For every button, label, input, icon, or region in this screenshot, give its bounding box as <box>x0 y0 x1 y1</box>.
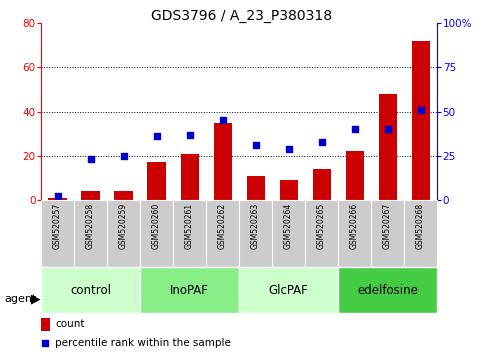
Point <box>153 133 160 139</box>
Bar <box>74 200 107 267</box>
Bar <box>147 162 166 200</box>
Bar <box>213 122 232 200</box>
Bar <box>239 267 338 313</box>
Bar <box>371 200 404 267</box>
Text: GSM520265: GSM520265 <box>317 203 326 249</box>
Text: GSM520258: GSM520258 <box>86 203 95 249</box>
Bar <box>41 200 74 267</box>
Bar <box>412 41 430 200</box>
Bar <box>140 200 173 267</box>
Text: edelfosine: edelfosine <box>357 284 418 297</box>
Bar <box>246 176 265 200</box>
Point <box>285 146 293 152</box>
Text: GSM520257: GSM520257 <box>53 203 62 249</box>
Point <box>185 132 193 137</box>
Point <box>351 126 358 132</box>
Text: GSM520267: GSM520267 <box>383 203 392 249</box>
Text: percentile rank within the sample: percentile rank within the sample <box>56 338 231 348</box>
Point <box>275 259 283 265</box>
Text: InoPAF: InoPAF <box>170 284 209 297</box>
Bar <box>379 94 397 200</box>
Bar <box>313 169 331 200</box>
Bar <box>338 200 371 267</box>
Bar <box>82 191 99 200</box>
Text: GSM520259: GSM520259 <box>119 203 128 249</box>
Point <box>120 153 128 159</box>
Bar <box>107 200 140 267</box>
Point <box>417 107 425 113</box>
Bar <box>173 200 206 267</box>
Text: GSM520263: GSM520263 <box>251 203 260 249</box>
Point <box>384 126 391 132</box>
Bar <box>48 198 67 200</box>
Bar <box>114 191 133 200</box>
Bar <box>239 200 272 267</box>
Bar <box>305 200 338 267</box>
Bar <box>280 180 298 200</box>
Bar <box>140 267 239 313</box>
Text: GSM520262: GSM520262 <box>218 203 227 249</box>
Point <box>252 142 259 148</box>
Point <box>87 156 95 162</box>
Text: GSM520261: GSM520261 <box>185 203 194 249</box>
Text: count: count <box>56 319 85 329</box>
Point <box>54 194 61 199</box>
Bar <box>181 154 199 200</box>
Text: control: control <box>70 284 111 297</box>
Text: agent: agent <box>5 294 37 304</box>
Text: GSM520260: GSM520260 <box>152 203 161 249</box>
Text: ▶: ▶ <box>31 293 41 306</box>
Bar <box>41 267 140 313</box>
Text: GSM520268: GSM520268 <box>416 203 425 249</box>
Bar <box>41 318 50 331</box>
Text: GSM520264: GSM520264 <box>284 203 293 249</box>
Text: GlcPAF: GlcPAF <box>269 284 309 297</box>
Bar <box>272 200 305 267</box>
Text: GSM520266: GSM520266 <box>350 203 359 249</box>
Bar <box>338 267 437 313</box>
Point <box>318 139 326 144</box>
Point <box>219 118 227 123</box>
Text: GDS3796 / A_23_P380318: GDS3796 / A_23_P380318 <box>151 9 332 23</box>
Bar <box>345 152 364 200</box>
Bar <box>404 200 437 267</box>
Bar <box>206 200 239 267</box>
